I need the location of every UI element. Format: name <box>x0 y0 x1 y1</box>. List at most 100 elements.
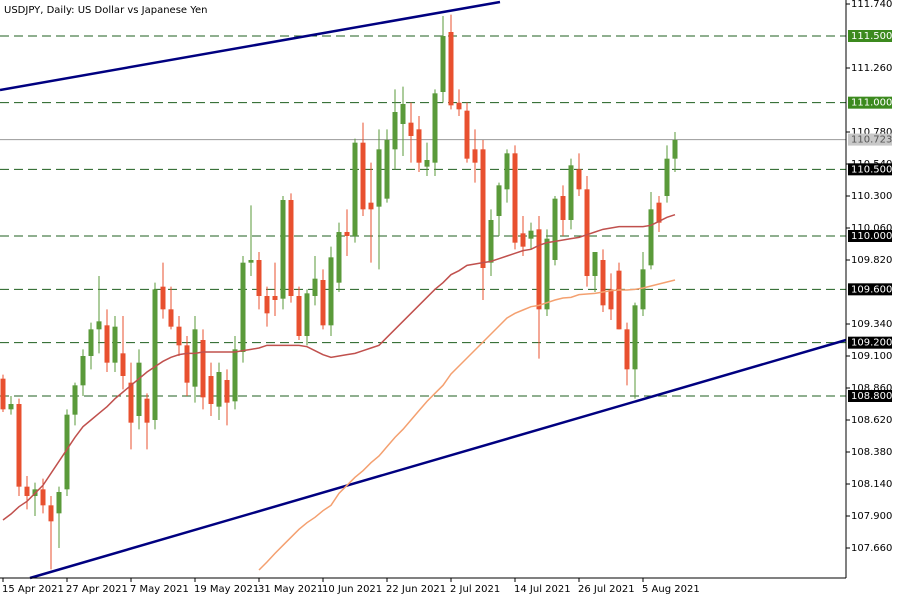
candle-body <box>208 376 214 404</box>
candle-body <box>112 326 118 363</box>
y-tick-label: 108.140 <box>851 479 892 490</box>
x-tick-label: 22 Jun 2021 <box>386 584 446 595</box>
level-label-box <box>848 230 892 242</box>
candle-body <box>168 309 174 327</box>
level-label-box <box>848 283 892 296</box>
y-tick-label: 109.820 <box>851 255 892 266</box>
y-tick-label: 110.780 <box>851 127 892 138</box>
candle-body <box>88 329 94 356</box>
y-tick-label: 108.620 <box>851 415 892 426</box>
candle-body <box>288 200 294 296</box>
candle-body <box>328 257 334 326</box>
candle-body <box>504 153 510 190</box>
candle-body <box>152 289 158 420</box>
candle-body <box>24 486 30 496</box>
candle-body <box>144 398 150 423</box>
candle-body <box>440 36 446 92</box>
candle-body <box>368 202 374 210</box>
candle-body <box>656 202 662 223</box>
candle-body <box>520 233 526 247</box>
candle-body <box>624 329 630 370</box>
candle-body <box>72 385 78 415</box>
x-tick-label: 10 Jun 2021 <box>322 584 382 595</box>
candle-body <box>48 505 54 522</box>
candle-body <box>512 153 518 243</box>
candle-body <box>408 122 414 136</box>
candle-body <box>360 142 366 210</box>
candle-body <box>664 158 670 196</box>
candle-body <box>496 185 502 216</box>
candle-body <box>160 286 166 310</box>
candle-body <box>232 349 238 402</box>
candle-body <box>544 238 550 310</box>
candle-body <box>568 165 574 220</box>
candle-body <box>632 305 638 370</box>
candle-body <box>296 296 302 336</box>
lower-trend-line <box>29 338 847 580</box>
candle-body <box>264 296 270 314</box>
level-label-box <box>848 163 892 176</box>
candle-body <box>480 149 486 268</box>
x-tick-label: 27 Apr 2021 <box>66 584 128 595</box>
y-tick-label: 110.300 <box>851 191 892 202</box>
candle-body <box>136 362 142 416</box>
upper-trend-line <box>0 0 501 92</box>
current-price-box <box>848 133 892 146</box>
candle-body <box>56 492 62 514</box>
candle-body <box>104 325 110 363</box>
candle-body <box>184 345 190 383</box>
candle-body <box>640 269 646 310</box>
y-tick-label: 109.340 <box>851 319 892 330</box>
candle-body <box>16 404 22 487</box>
y-tick-label: 107.660 <box>851 543 892 554</box>
level-label: 111.500 <box>851 31 892 42</box>
level-label-box <box>848 390 892 402</box>
y-tick-label: 110.060 <box>851 223 892 234</box>
level-label-box <box>848 336 892 349</box>
candle-body <box>256 260 262 296</box>
x-tick-label: 7 May 2021 <box>130 584 189 595</box>
candle-body <box>432 93 438 163</box>
candle-body <box>528 230 534 239</box>
y-tick-label: 111.260 <box>851 63 892 74</box>
candle-body <box>304 293 310 336</box>
candle-body <box>416 129 422 163</box>
candle-body <box>616 270 622 330</box>
x-tick-label: 26 Jul 2021 <box>578 584 635 595</box>
candle-body <box>424 160 430 167</box>
candle-body <box>336 232 342 283</box>
candle-body <box>320 280 326 326</box>
candle-body <box>536 229 542 310</box>
current-price-label: 110.723 <box>851 135 892 146</box>
candle-body <box>600 260 606 306</box>
candle-body <box>392 112 398 150</box>
candle-body <box>224 380 230 403</box>
candle-body <box>240 262 246 352</box>
candle-body <box>8 404 14 410</box>
candle-body <box>472 149 478 163</box>
y-tick-label: 108.860 <box>851 383 892 394</box>
candle-body <box>248 260 254 263</box>
candle-body <box>608 289 614 310</box>
candle-body <box>200 340 206 398</box>
candle-body <box>312 278 318 296</box>
candle-body <box>64 414 70 490</box>
candle-body <box>584 189 590 276</box>
candle-body <box>376 149 382 207</box>
candle-body <box>672 140 678 159</box>
candle-body <box>192 329 198 387</box>
candle-body <box>576 169 582 190</box>
level-label-box <box>848 96 892 109</box>
moving-average <box>258 279 676 571</box>
candle-body <box>552 198 558 260</box>
level-label: 109.200 <box>851 338 892 349</box>
level-label: 108.800 <box>851 391 892 402</box>
candle-body <box>488 220 494 263</box>
candle-body <box>280 200 286 299</box>
candle-body <box>352 142 358 236</box>
candle-body <box>128 382 134 423</box>
level-label-box <box>848 30 892 42</box>
candle-body <box>464 110 470 159</box>
x-tick-label: 2 Jul 2021 <box>450 584 500 595</box>
candle-body <box>560 196 566 220</box>
